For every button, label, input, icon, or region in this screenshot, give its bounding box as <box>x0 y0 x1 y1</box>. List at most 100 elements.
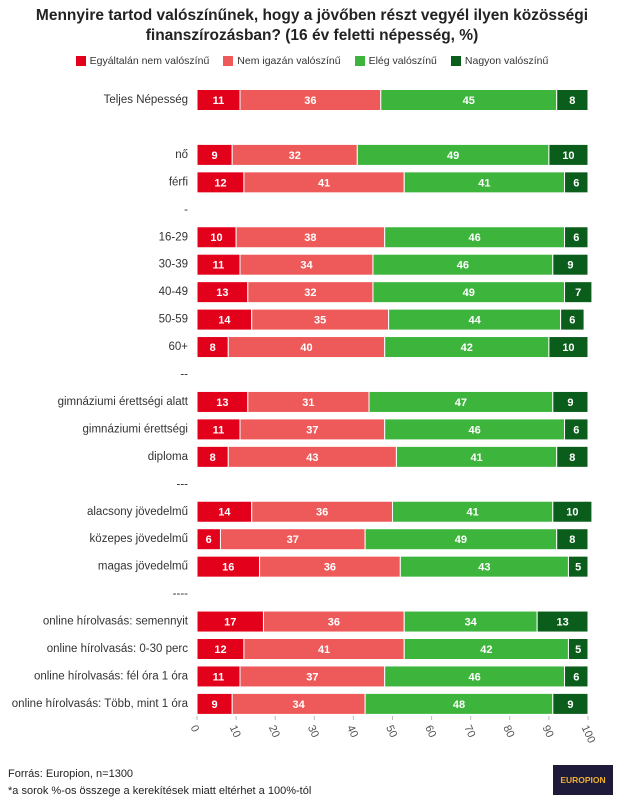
bar-segment <box>567 555 589 578</box>
category-label: online hírolvasás: fél óra 1 óra <box>34 670 189 682</box>
value-label: 46 <box>468 671 480 683</box>
category-label: diploma <box>148 451 189 463</box>
value-label: 14 <box>218 315 231 327</box>
value-label: 38 <box>304 232 316 244</box>
bar-segment <box>564 281 593 304</box>
note: *a sorok %-os összege a kerekítések miat… <box>8 785 312 797</box>
value-label: 41 <box>478 177 490 189</box>
legend-item: Nagyon valószínű <box>450 55 549 67</box>
value-label: 46 <box>457 260 469 272</box>
value-label: 9 <box>567 260 573 272</box>
value-label: 34 <box>465 616 478 628</box>
value-label: 16 <box>222 562 234 574</box>
logo: EUROPION <box>553 765 613 795</box>
x-tick-label: 90 <box>540 723 556 739</box>
value-label: 9 <box>212 150 218 162</box>
value-label: 10 <box>562 150 574 162</box>
value-label: 36 <box>304 95 316 107</box>
value-label: 37 <box>306 671 318 683</box>
value-label: 13 <box>216 287 228 299</box>
legend-label: Nagyon valószínű <box>464 55 549 67</box>
legend-label: Egyáltalán nem valószínű <box>89 55 210 67</box>
value-label: 45 <box>463 95 475 107</box>
bar-segment <box>552 253 589 276</box>
value-label: 32 <box>304 287 316 299</box>
value-label: 43 <box>306 452 318 464</box>
value-label: 41 <box>467 507 479 519</box>
bar-segment <box>567 638 589 660</box>
x-tick-label: 10 <box>227 723 243 739</box>
x-tick-label: 80 <box>500 723 516 739</box>
value-label: 11 <box>213 260 225 272</box>
category-label: ---- <box>173 588 188 600</box>
value-label: 37 <box>306 424 318 436</box>
value-label: 49 <box>447 150 459 162</box>
value-label: 10 <box>562 342 574 354</box>
source: Forrás: Europion, n=1300 <box>8 768 134 780</box>
bar-segment <box>548 143 589 166</box>
value-label: 10 <box>566 507 578 519</box>
bar-segment <box>560 308 585 331</box>
category-label: 40-49 <box>159 286 188 298</box>
bar-segment <box>552 692 589 715</box>
value-label: 32 <box>289 150 301 162</box>
value-label: 37 <box>287 534 299 546</box>
value-label: 49 <box>455 534 467 546</box>
value-label: 34 <box>293 699 306 711</box>
chart-title: Mennyire tartod valószínűnek, hogy a jöv… <box>35 7 589 44</box>
value-label: 6 <box>573 424 579 436</box>
legend-swatch <box>354 56 365 66</box>
bar-segment <box>564 171 589 194</box>
value-label: 47 <box>455 397 467 409</box>
category-label: 60+ <box>168 341 188 353</box>
bar-segment <box>556 528 589 551</box>
bar-segment <box>536 610 589 633</box>
bar-segment <box>552 390 589 413</box>
value-label: 6 <box>573 177 579 189</box>
value-label: 48 <box>453 699 465 711</box>
category-label: Teljes Népesség <box>104 94 188 106</box>
footer: Forrás: Europion, n=1300 *a sorok %-os ö… <box>8 766 311 800</box>
value-label: 8 <box>569 534 575 546</box>
value-label: 41 <box>318 177 330 189</box>
value-label: 36 <box>328 616 340 628</box>
x-tick-label: 30 <box>305 723 321 739</box>
value-label: 8 <box>569 95 575 107</box>
bar-segment <box>564 418 589 441</box>
value-label: 31 <box>302 397 314 409</box>
value-label: 40 <box>300 342 312 354</box>
bar-segment <box>556 89 589 111</box>
value-label: 46 <box>468 232 480 244</box>
category-label: online hírolvasás: semennyit <box>43 616 189 628</box>
x-tick-label: 0 <box>188 723 201 734</box>
value-label: 5 <box>575 562 581 574</box>
value-label: 5 <box>575 644 581 656</box>
value-label: 6 <box>573 232 579 244</box>
value-label: 35 <box>314 315 326 327</box>
value-label: 9 <box>567 397 573 409</box>
value-label: 12 <box>214 644 226 656</box>
value-label: 6 <box>569 315 575 327</box>
bar-segment <box>548 336 589 359</box>
legend-item: Nem igazán valószínű <box>223 55 341 67</box>
x-tick-label: 60 <box>422 723 438 739</box>
category-label: online hírolvasás: 0-30 perc <box>47 643 189 655</box>
category-label: --- <box>177 478 189 490</box>
bar-segment <box>556 445 589 468</box>
value-label: 11 <box>213 424 225 436</box>
value-label: 41 <box>470 452 482 464</box>
category-label: férfi <box>169 176 188 188</box>
value-label: 14 <box>218 507 231 519</box>
x-tick-label: 40 <box>344 723 360 739</box>
value-label: 8 <box>210 452 216 464</box>
value-label: 36 <box>316 507 328 519</box>
legend-swatch <box>223 56 234 66</box>
x-tick-label: 20 <box>266 723 282 739</box>
category-label: gimnáziumi érettségi alatt <box>58 396 189 408</box>
value-label: 41 <box>318 644 330 656</box>
legend-swatch <box>450 56 461 66</box>
value-label: 12 <box>214 177 226 189</box>
x-tick-label: 100 <box>579 723 598 745</box>
